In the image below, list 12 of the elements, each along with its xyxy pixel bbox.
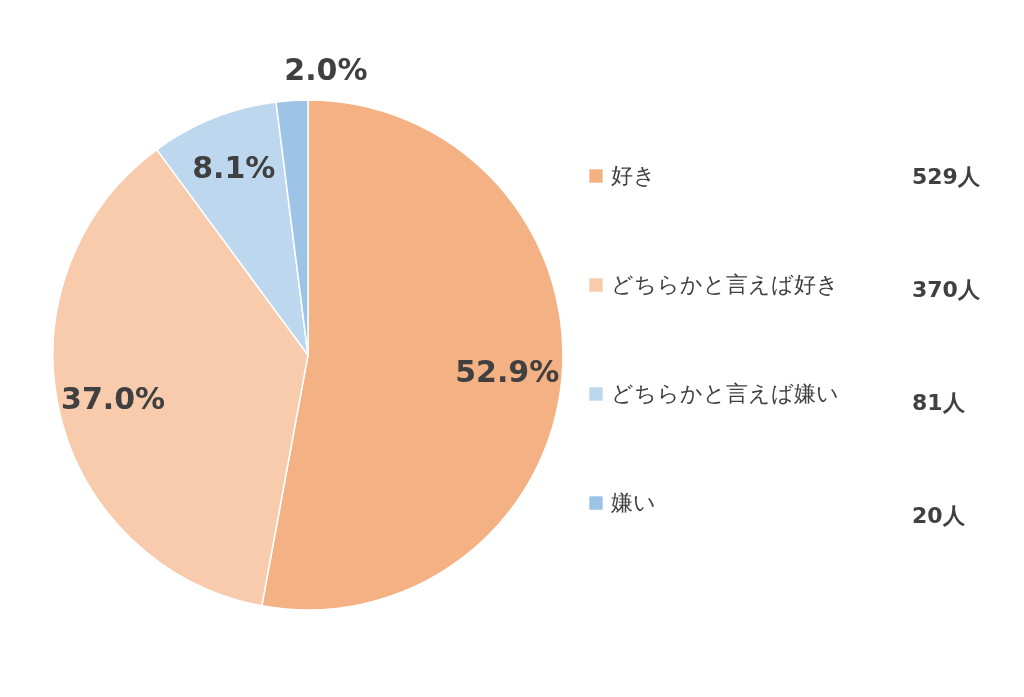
text: 20人 <box>912 503 966 528</box>
text: 529人 <box>912 164 981 189</box>
text: 370人 <box>912 277 981 302</box>
data-label: 2.0% <box>284 51 368 87</box>
text: 81人 <box>912 390 966 415</box>
legend-label: どちらかと言えば嫌い <box>611 381 839 406</box>
legend-label: 嫌い <box>611 490 656 515</box>
data-label: 37.0% <box>61 380 166 416</box>
legend-label: どちらかと言えば好き <box>611 272 839 297</box>
data-label: 8.1% <box>192 150 276 186</box>
legend-label: 好き <box>611 163 656 188</box>
data-label: 52.9% <box>455 354 560 390</box>
